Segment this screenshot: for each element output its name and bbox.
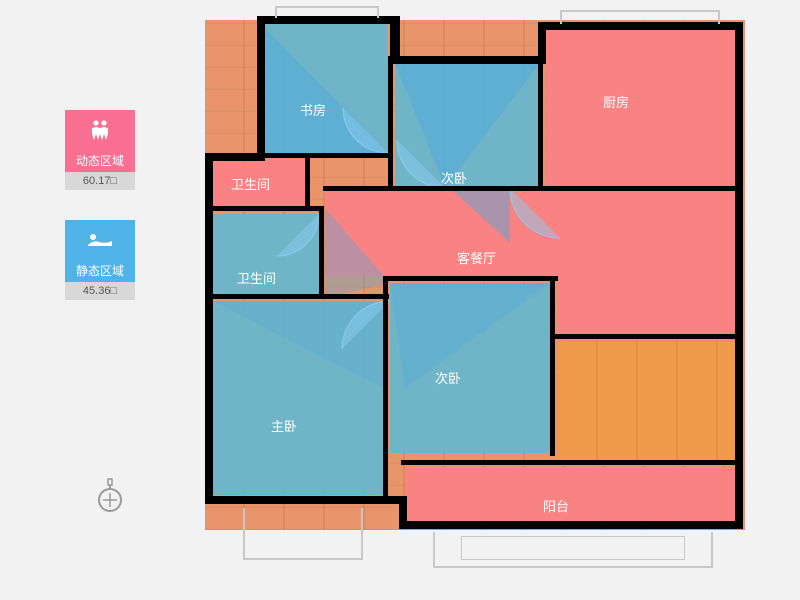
zone-balcony [405, 468, 737, 524]
legend-static: 静态区域 45.36□ [65, 220, 135, 300]
wall [257, 16, 265, 156]
window-rail [275, 6, 379, 18]
floorplan: 书房 卫生间 次卧 厨房 卫生间 客餐厅 主卧 次卧 阳台 [205, 8, 745, 583]
label-bed2b: 次卧 [435, 368, 461, 387]
wall [319, 206, 324, 298]
wall [388, 56, 393, 191]
legend-dynamic-label: 动态区域 [65, 150, 135, 172]
wall [209, 294, 389, 299]
zone-kitchen [545, 28, 739, 186]
sleep-icon [65, 220, 135, 260]
label-bed2a: 次卧 [441, 168, 467, 187]
wall [550, 276, 555, 456]
wall [205, 496, 405, 504]
zone-living2 [558, 276, 739, 342]
label-bath2: 卫生间 [237, 268, 276, 287]
zone-living [325, 190, 739, 276]
wall [550, 334, 740, 339]
label-study: 书房 [300, 100, 326, 119]
wall [399, 496, 407, 526]
legend-panel: 动态区域 60.17□ 静态区域 45.36□ [65, 110, 145, 330]
window-rail [560, 10, 720, 24]
compass-icon [95, 475, 125, 515]
window-rail [461, 536, 685, 560]
label-living: 客餐厅 [457, 248, 496, 267]
wall [538, 56, 543, 191]
wall [735, 22, 743, 528]
zone-study [260, 23, 388, 153]
zone-bed2a [395, 63, 540, 188]
label-master: 主卧 [271, 416, 297, 435]
wall [383, 276, 558, 281]
wall [390, 56, 545, 64]
wall [257, 153, 392, 158]
wall [305, 156, 310, 206]
legend-static-value: 45.36□ [65, 282, 135, 300]
people-icon [65, 110, 135, 150]
wall [209, 206, 324, 211]
zone-master [213, 301, 383, 495]
label-kitchen: 厨房 [603, 92, 629, 111]
floor-orange [558, 338, 739, 464]
wall [205, 153, 265, 161]
wall [323, 186, 543, 191]
wall [399, 521, 743, 529]
legend-dynamic: 动态区域 60.17□ [65, 110, 135, 190]
wall [543, 186, 741, 191]
window-rail [243, 508, 363, 560]
wall [383, 278, 388, 500]
legend-dynamic-value: 60.17□ [65, 172, 135, 190]
label-balcony: 阳台 [543, 496, 569, 515]
zone-bed2b [390, 283, 550, 453]
label-bath1: 卫生间 [231, 174, 270, 193]
wall [401, 460, 741, 465]
legend-static-label: 静态区域 [65, 260, 135, 282]
